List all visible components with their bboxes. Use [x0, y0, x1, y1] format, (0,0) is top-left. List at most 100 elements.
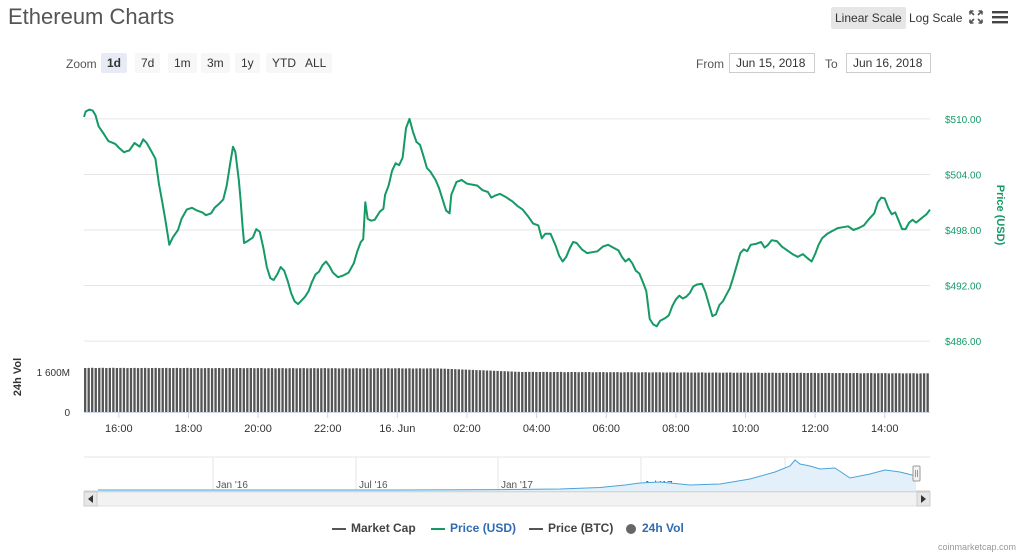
volume-bar [397, 368, 401, 412]
volume-bar [492, 370, 496, 412]
zoom-button-3m[interactable]: 3m [201, 53, 230, 73]
volume-bar [619, 372, 623, 412]
volume-bar [517, 371, 520, 412]
volume-bar [242, 368, 245, 412]
volume-bar [147, 368, 150, 412]
legend-price-usd[interactable]: Price (USD) [431, 520, 516, 536]
volume-bar [411, 368, 415, 412]
volume-bar [616, 372, 619, 412]
volume-bar [390, 368, 394, 412]
volume-bar [535, 372, 538, 412]
volume-bar [436, 368, 439, 412]
volume-bar [337, 368, 341, 412]
volume-bar [172, 368, 175, 412]
navigator-x-label: Jan '17 [501, 480, 533, 491]
volume-bar [824, 373, 827, 412]
zoom-button-ytd[interactable]: YTD [266, 53, 302, 73]
volume-bar [760, 372, 764, 412]
volume-bar [778, 372, 781, 412]
volume-bar [686, 372, 690, 412]
volume-bar [771, 372, 774, 412]
volume-bar [602, 372, 605, 412]
x-tick-label: 04:00 [523, 423, 551, 435]
legend-price-btc[interactable]: Price (BTC) [529, 520, 613, 536]
volume-bar [774, 372, 778, 412]
zoom-button-1m[interactable]: 1m [168, 53, 197, 73]
volume-bar [203, 368, 207, 412]
volume-bar [274, 368, 277, 412]
volume-bar [545, 371, 549, 412]
volume-bar [630, 372, 633, 412]
volume-bar [309, 368, 312, 412]
volume-bar [499, 371, 503, 412]
fullscreen-icon[interactable] [967, 8, 985, 26]
volume-bar [577, 372, 580, 412]
volume-bar [887, 373, 891, 412]
volume-bar [725, 372, 728, 412]
volume-bar [270, 368, 274, 412]
legend-market-cap[interactable]: Market Cap [332, 520, 416, 536]
volume-bar [658, 372, 661, 412]
volume-bar [207, 368, 210, 412]
volume-bar [552, 372, 556, 412]
volume-bar [154, 367, 157, 412]
navigator-scrollbar[interactable] [83, 491, 931, 507]
volume-bar [136, 368, 140, 412]
volume-bar [785, 372, 788, 412]
linear-scale-button[interactable]: Linear Scale [831, 7, 906, 29]
zoom-button-all[interactable]: ALL [299, 53, 333, 73]
volume-bar [447, 368, 450, 412]
legend: Market Cap Price (USD) Price (BTC) 24h V… [0, 520, 1022, 536]
volume-bar [866, 373, 869, 412]
volume-bar [838, 373, 841, 412]
volume-bar [637, 372, 640, 412]
volume-bar [612, 372, 616, 412]
volume-bar [908, 373, 912, 412]
volume-bar [803, 373, 806, 412]
volume-bar [235, 368, 238, 412]
scroll-left-arrow [88, 495, 93, 503]
volume-bar [880, 373, 883, 412]
volume-bar [373, 368, 376, 412]
volume-bar [767, 372, 771, 412]
volume-bar [302, 368, 305, 412]
volume-bar [827, 372, 831, 412]
volume-bar [905, 373, 908, 412]
volume-bar [306, 368, 309, 412]
x-tick-label: 06:00 [592, 423, 620, 435]
volume-bar [566, 372, 570, 412]
volume-bar [485, 370, 489, 412]
legend-price-btc-label: Price (BTC) [548, 521, 614, 535]
zoom-button-1y[interactable]: 1y [235, 53, 260, 73]
volume-bar [291, 368, 295, 412]
credits[interactable]: coinmarketcap.com [937, 542, 1016, 552]
volume-bar [870, 373, 873, 412]
legend-price-usd-label: Price (USD) [450, 521, 517, 535]
price-y-tick-label: $498.00 [945, 226, 982, 237]
volume-bar [383, 368, 386, 412]
volume-bar [87, 367, 90, 412]
menu-icon[interactable] [991, 8, 1009, 26]
volume-bar [764, 372, 767, 412]
zoom-button-7d[interactable]: 7d [135, 53, 161, 73]
to-date-input[interactable] [846, 53, 931, 73]
from-date-input[interactable] [729, 53, 815, 73]
volume-bar [789, 373, 792, 412]
x-tick-label: 16. Jun [379, 423, 415, 435]
volume-bar [528, 371, 531, 412]
volume-bar [626, 372, 630, 412]
volume-bar [415, 368, 418, 412]
volume-bar [894, 373, 898, 412]
legend-24h-vol[interactable]: 24h Vol [626, 520, 684, 536]
volume-bar [295, 368, 298, 412]
volume-bar [855, 373, 859, 412]
volume-bar [239, 368, 242, 412]
navigator-x-label: Jul '16 [359, 480, 388, 491]
zoom-button-1d[interactable]: 1d [101, 53, 128, 73]
log-scale-button[interactable]: Log Scale [909, 11, 963, 25]
x-tick-label: 18:00 [175, 423, 203, 435]
volume-bar [732, 372, 735, 412]
volume-bar [165, 367, 168, 412]
volume-bar [507, 371, 510, 412]
scrollbar-track [83, 491, 931, 507]
